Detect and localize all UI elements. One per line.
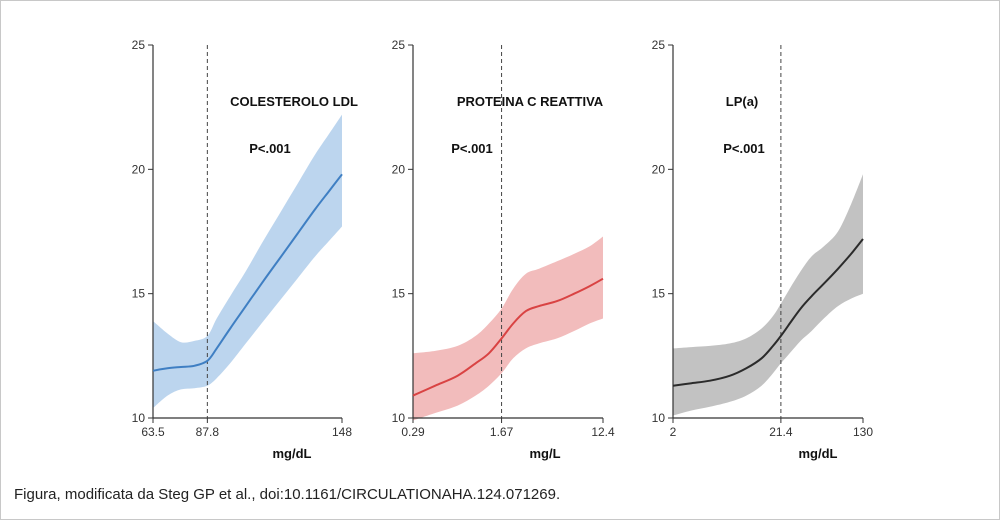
y-tick-label: 20	[132, 162, 146, 176]
panel-2: 10 15 20 25 0.29 1.67 12.4 PROTEINA C REATTIVA P…	[392, 38, 615, 461]
spline-curve	[672, 238, 864, 387]
y-tick-label: 15	[652, 287, 666, 301]
y-tick-label: 15	[392, 287, 406, 301]
x-tick-label: 63.5	[141, 425, 165, 439]
x-axis-label: mg/L	[529, 446, 560, 461]
spline-curve	[152, 173, 343, 372]
panel-title: COLESTEROLO LDL	[230, 94, 358, 109]
panel-3: 10 15 20 25 2 21.4 130 LP(a) P<.001 mg/dL	[652, 38, 874, 461]
p-value-annotation: P<.001	[723, 141, 765, 156]
x-tick-label: 2	[670, 425, 677, 439]
confidence-band	[153, 114, 342, 409]
y-tick-label: 20	[392, 162, 406, 176]
spline-figure: 10 15 20 25 63.5 87.8 148 COLESTEROLO LDL P<.001…	[132, 38, 874, 461]
y-tick-label: 10	[652, 411, 666, 425]
y-tick-label: 20	[652, 162, 666, 176]
y-tick-label: 25	[132, 38, 146, 52]
y-tick-label: 10	[132, 411, 146, 425]
x-tick-label: 130	[853, 425, 873, 439]
x-axis-label: mg/dL	[799, 446, 838, 461]
panel-title: PROTEINA C REATTIVA	[457, 94, 604, 109]
panel-title: LP(a)	[726, 94, 759, 109]
y-tick-label: 25	[652, 38, 666, 52]
x-tick-label: 1.67	[490, 425, 514, 439]
x-tick-label: 0.29	[401, 425, 425, 439]
y-tick-label: 15	[132, 287, 146, 301]
x-tick-label: 87.8	[196, 425, 220, 439]
spline-curve	[412, 277, 604, 397]
p-value-annotation: P<.001	[451, 141, 493, 156]
p-value-annotation: P<.001	[249, 141, 291, 156]
x-axis-label: mg/dL	[273, 446, 312, 461]
x-tick-label: 12.4	[591, 425, 615, 439]
panel-1: 10 15 20 25 63.5 87.8 148 COLESTEROLO LDL P<.001…	[132, 38, 358, 461]
x-tick-label: 148	[332, 425, 352, 439]
x-tick-label: 21.4	[769, 425, 793, 439]
y-tick-label: 25	[392, 38, 406, 52]
y-tick-label: 10	[392, 411, 406, 425]
figure-caption: Figura, modificata da Steg GP et al., do…	[14, 486, 561, 503]
confidence-band	[673, 174, 863, 416]
